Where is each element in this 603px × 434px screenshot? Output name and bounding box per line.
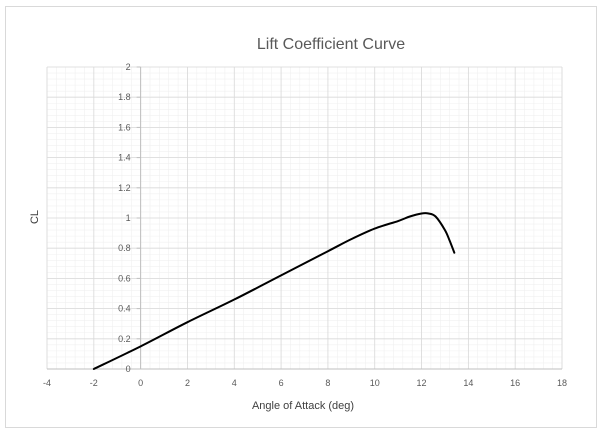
axes (47, 66, 562, 370)
chart-area (5, 6, 597, 428)
cl-data-point (435, 216, 437, 218)
x-tick-label: -2 (90, 378, 98, 388)
cl-data-point (93, 368, 95, 370)
cl-data-point (187, 321, 189, 323)
x-tick-label: 10 (370, 378, 380, 388)
x-tick-label: 18 (557, 378, 567, 388)
cl-data-point (428, 213, 430, 215)
x-tick-label: 12 (417, 378, 427, 388)
cl-data-point (351, 238, 353, 240)
y-tick-labels: 0 0.2 0.4 0.6 0.8 1 1.2 1.4 1.6 1.8 2 (118, 62, 131, 374)
chart-title: Lift Coefficient Curve (257, 36, 405, 53)
y-tick-label: 1.2 (118, 183, 131, 193)
cl-data-point (449, 240, 451, 242)
x-tick-labels: -4 -2 0 2 4 6 8 10 12 14 16 18 (43, 378, 567, 388)
series-layer (92, 212, 456, 370)
cl-data-point (454, 252, 456, 254)
y-tick-label: 0.4 (118, 304, 131, 314)
cl-data-point (140, 346, 142, 348)
cl-data-point (327, 250, 329, 252)
cl-data-point (444, 229, 446, 231)
major-gridlines (46, 66, 563, 370)
x-tick-label: 6 (279, 378, 284, 388)
cl-data-point (409, 216, 411, 218)
y-tick-label: 0.6 (118, 273, 131, 283)
x-tick-label: -4 (43, 378, 51, 388)
x-tick-label: 14 (463, 378, 473, 388)
cl-data-point (421, 213, 423, 215)
y-tick-label: 2 (126, 62, 131, 72)
y-tick-label: 1.6 (118, 122, 131, 132)
cl-series-line (92, 212, 456, 370)
x-tick-label: 0 (138, 378, 143, 388)
cl-data-point (397, 220, 399, 222)
cl-data-point (233, 299, 235, 301)
y-tick-label: 0.2 (118, 334, 131, 344)
x-axis-title: Angle of Attack (deg) (252, 400, 354, 412)
y-tick-label: 1.4 (118, 153, 131, 163)
y-tick-label: 0.8 (118, 243, 131, 253)
x-tick-label: 4 (232, 378, 237, 388)
y-tick-label: 1.8 (118, 92, 131, 102)
x-tick-label: 8 (325, 378, 330, 388)
y-tick-label: 1 (126, 213, 131, 223)
x-tick-label: 16 (510, 378, 520, 388)
y-tick-label: 0 (126, 364, 131, 374)
y-axis-title: CL (29, 210, 41, 224)
x-tick-label: 2 (185, 378, 190, 388)
cl-data-point (280, 275, 282, 277)
cl-data-point (374, 228, 376, 230)
